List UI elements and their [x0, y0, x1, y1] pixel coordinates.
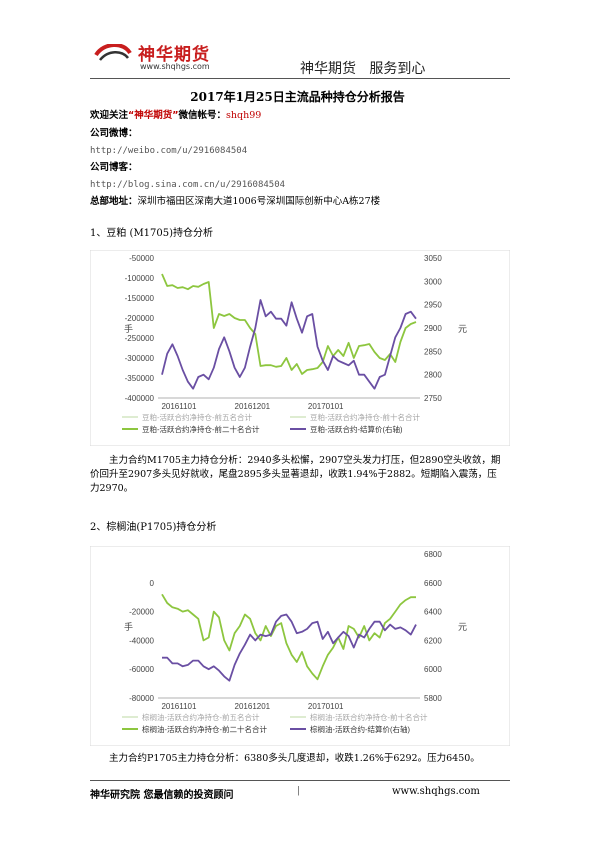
series-line-0 [161, 593, 416, 681]
legend-label: 豆粕-活跃合约净持仓-前五名合计 [142, 412, 252, 422]
y-tick-label: -100000 [125, 274, 155, 283]
footer-separator: | [297, 786, 301, 796]
x-tick-label: 20161201 [235, 702, 271, 711]
x-tick-label: 20170101 [308, 702, 344, 711]
y-tick-label: -60000 [129, 665, 154, 674]
x-tick-label: 20161201 [235, 402, 271, 411]
legend-label: 棕榈油-活跃合约-结算价(右轴) [310, 724, 410, 734]
x-tick-label: 20161101 [161, 702, 197, 711]
y-tick-label: -300000 [125, 354, 155, 363]
legend-label: 棕榈油-活跃合约净持仓-前十名合计 [310, 712, 428, 722]
y-tick-label: -150000 [125, 294, 155, 303]
y2-tick-label: 6400 [424, 608, 442, 617]
wechat-id: shqh99 [226, 110, 262, 121]
y2-tick-label: 2900 [424, 324, 442, 333]
y2-tick-label: 6200 [424, 636, 442, 645]
y2-axis-label: 元 [458, 622, 467, 632]
report-title: 2017年1月25日主流品种持仓分析报告 [190, 90, 405, 104]
weibo-link[interactable]: http://weibo.com/u/2916084504 [90, 146, 248, 156]
series-line-0 [161, 273, 417, 375]
wechat-label: 微信帐号： [178, 110, 227, 121]
analysis-soymeal: 主力合约M1705主力持仓分析：2940多头松懈，2907空头发力打压，但289… [90, 455, 501, 494]
y2-tick-label: 6800 [424, 550, 442, 559]
y-tick-label: -250000 [125, 334, 155, 343]
legend-label: 豆粕-活跃合约净持仓-前十名合计 [310, 412, 420, 422]
y2-tick-label: 3000 [424, 277, 442, 286]
x-tick-label: 20170101 [308, 402, 344, 411]
y2-tick-label: 2950 [424, 301, 442, 310]
y-tick-label: -400000 [125, 394, 155, 403]
y-tick-label: -350000 [125, 374, 155, 383]
y2-tick-label: 2850 [424, 347, 442, 356]
header-divider [90, 78, 510, 79]
follow-name: “神华期货” [128, 110, 179, 121]
y-tick-label: -50000 [129, 254, 154, 263]
y-tick-label: -80000 [129, 694, 154, 703]
legend-label: 豆粕-活跃合约净持仓-前二十名合计 [142, 424, 260, 434]
footer-divider [90, 780, 510, 781]
y-tick-label: -40000 [129, 636, 154, 645]
follow-label: 欢迎关注 [90, 110, 129, 121]
y2-tick-label: 5800 [424, 694, 442, 703]
series-line-1 [162, 613, 417, 682]
weibo-label: 公司微博： [90, 128, 138, 139]
address-line: 总部地址：深圳市福田区深南大道1006号深圳国际创新中心A栋27楼 [90, 196, 380, 208]
y-axis-label: 手 [124, 323, 133, 334]
logo-url: www.shqhgs.com [140, 62, 210, 71]
y2-tick-label: 3050 [424, 254, 442, 263]
address-label: 总部地址： [90, 196, 138, 207]
y2-tick-label: 2800 [424, 371, 442, 380]
analysis-palm-oil: 主力合约P1705主力持仓分析：6380多头几度退却，收跌1.26%于6292。… [109, 753, 480, 764]
section-heading-palm-oil: 2、棕榈油(P1705)持仓分析 [90, 522, 217, 533]
footer-url[interactable]: www.shqhgs.com [392, 786, 480, 797]
series-line-1 [161, 299, 417, 390]
chart-soymeal: -50000 -100000 -150000 -200000 -250000 -30000… [89, 249, 511, 447]
y2-tick-label: 2750 [424, 394, 442, 403]
blog-label: 公司博客： [90, 162, 138, 173]
legend-label: 棕榈油-活跃合约净持仓-前五名合计 [142, 712, 260, 722]
address-text: 深圳市福田区深南大道1006号深圳国际创新中心A栋27楼 [137, 196, 381, 207]
y-tick-label: 0 [150, 579, 155, 588]
y-tick-label: -20000 [129, 608, 154, 617]
chart-palm-oil: 0 -20000 -40000 -60000 -80000 6800 6600 6400 620… [89, 545, 511, 747]
chart-frame [89, 545, 511, 747]
y2-axis-label: 元 [458, 324, 467, 334]
y-tick-label: -200000 [125, 314, 155, 323]
header-slogan: 神华期货 服务到心 [300, 61, 426, 77]
footer-slogan: 神华研究院 您最信赖的投资顾问 [90, 790, 234, 801]
y2-tick-label: 6600 [424, 579, 442, 588]
blog-link[interactable]: http://blog.sina.com.cn/u/2916084504 [90, 180, 286, 190]
legend-label: 棕榈油-活跃合约净持仓-前二十名合计 [142, 724, 267, 734]
logo-mark [90, 43, 134, 66]
y2-tick-label: 6000 [424, 665, 442, 674]
section-heading-soymeal: 1、豆粕 (M1705)持仓分析 [90, 228, 214, 239]
legend-label: 豆粕-活跃合约-结算价(右轴) [310, 424, 403, 434]
y-axis-label: 手 [124, 621, 133, 632]
logo-title: 神华期货 [138, 45, 210, 65]
follow-line: 欢迎关注“神华期货”微信帐号：shqh99 [90, 110, 261, 122]
x-tick-label: 20161101 [161, 402, 197, 411]
